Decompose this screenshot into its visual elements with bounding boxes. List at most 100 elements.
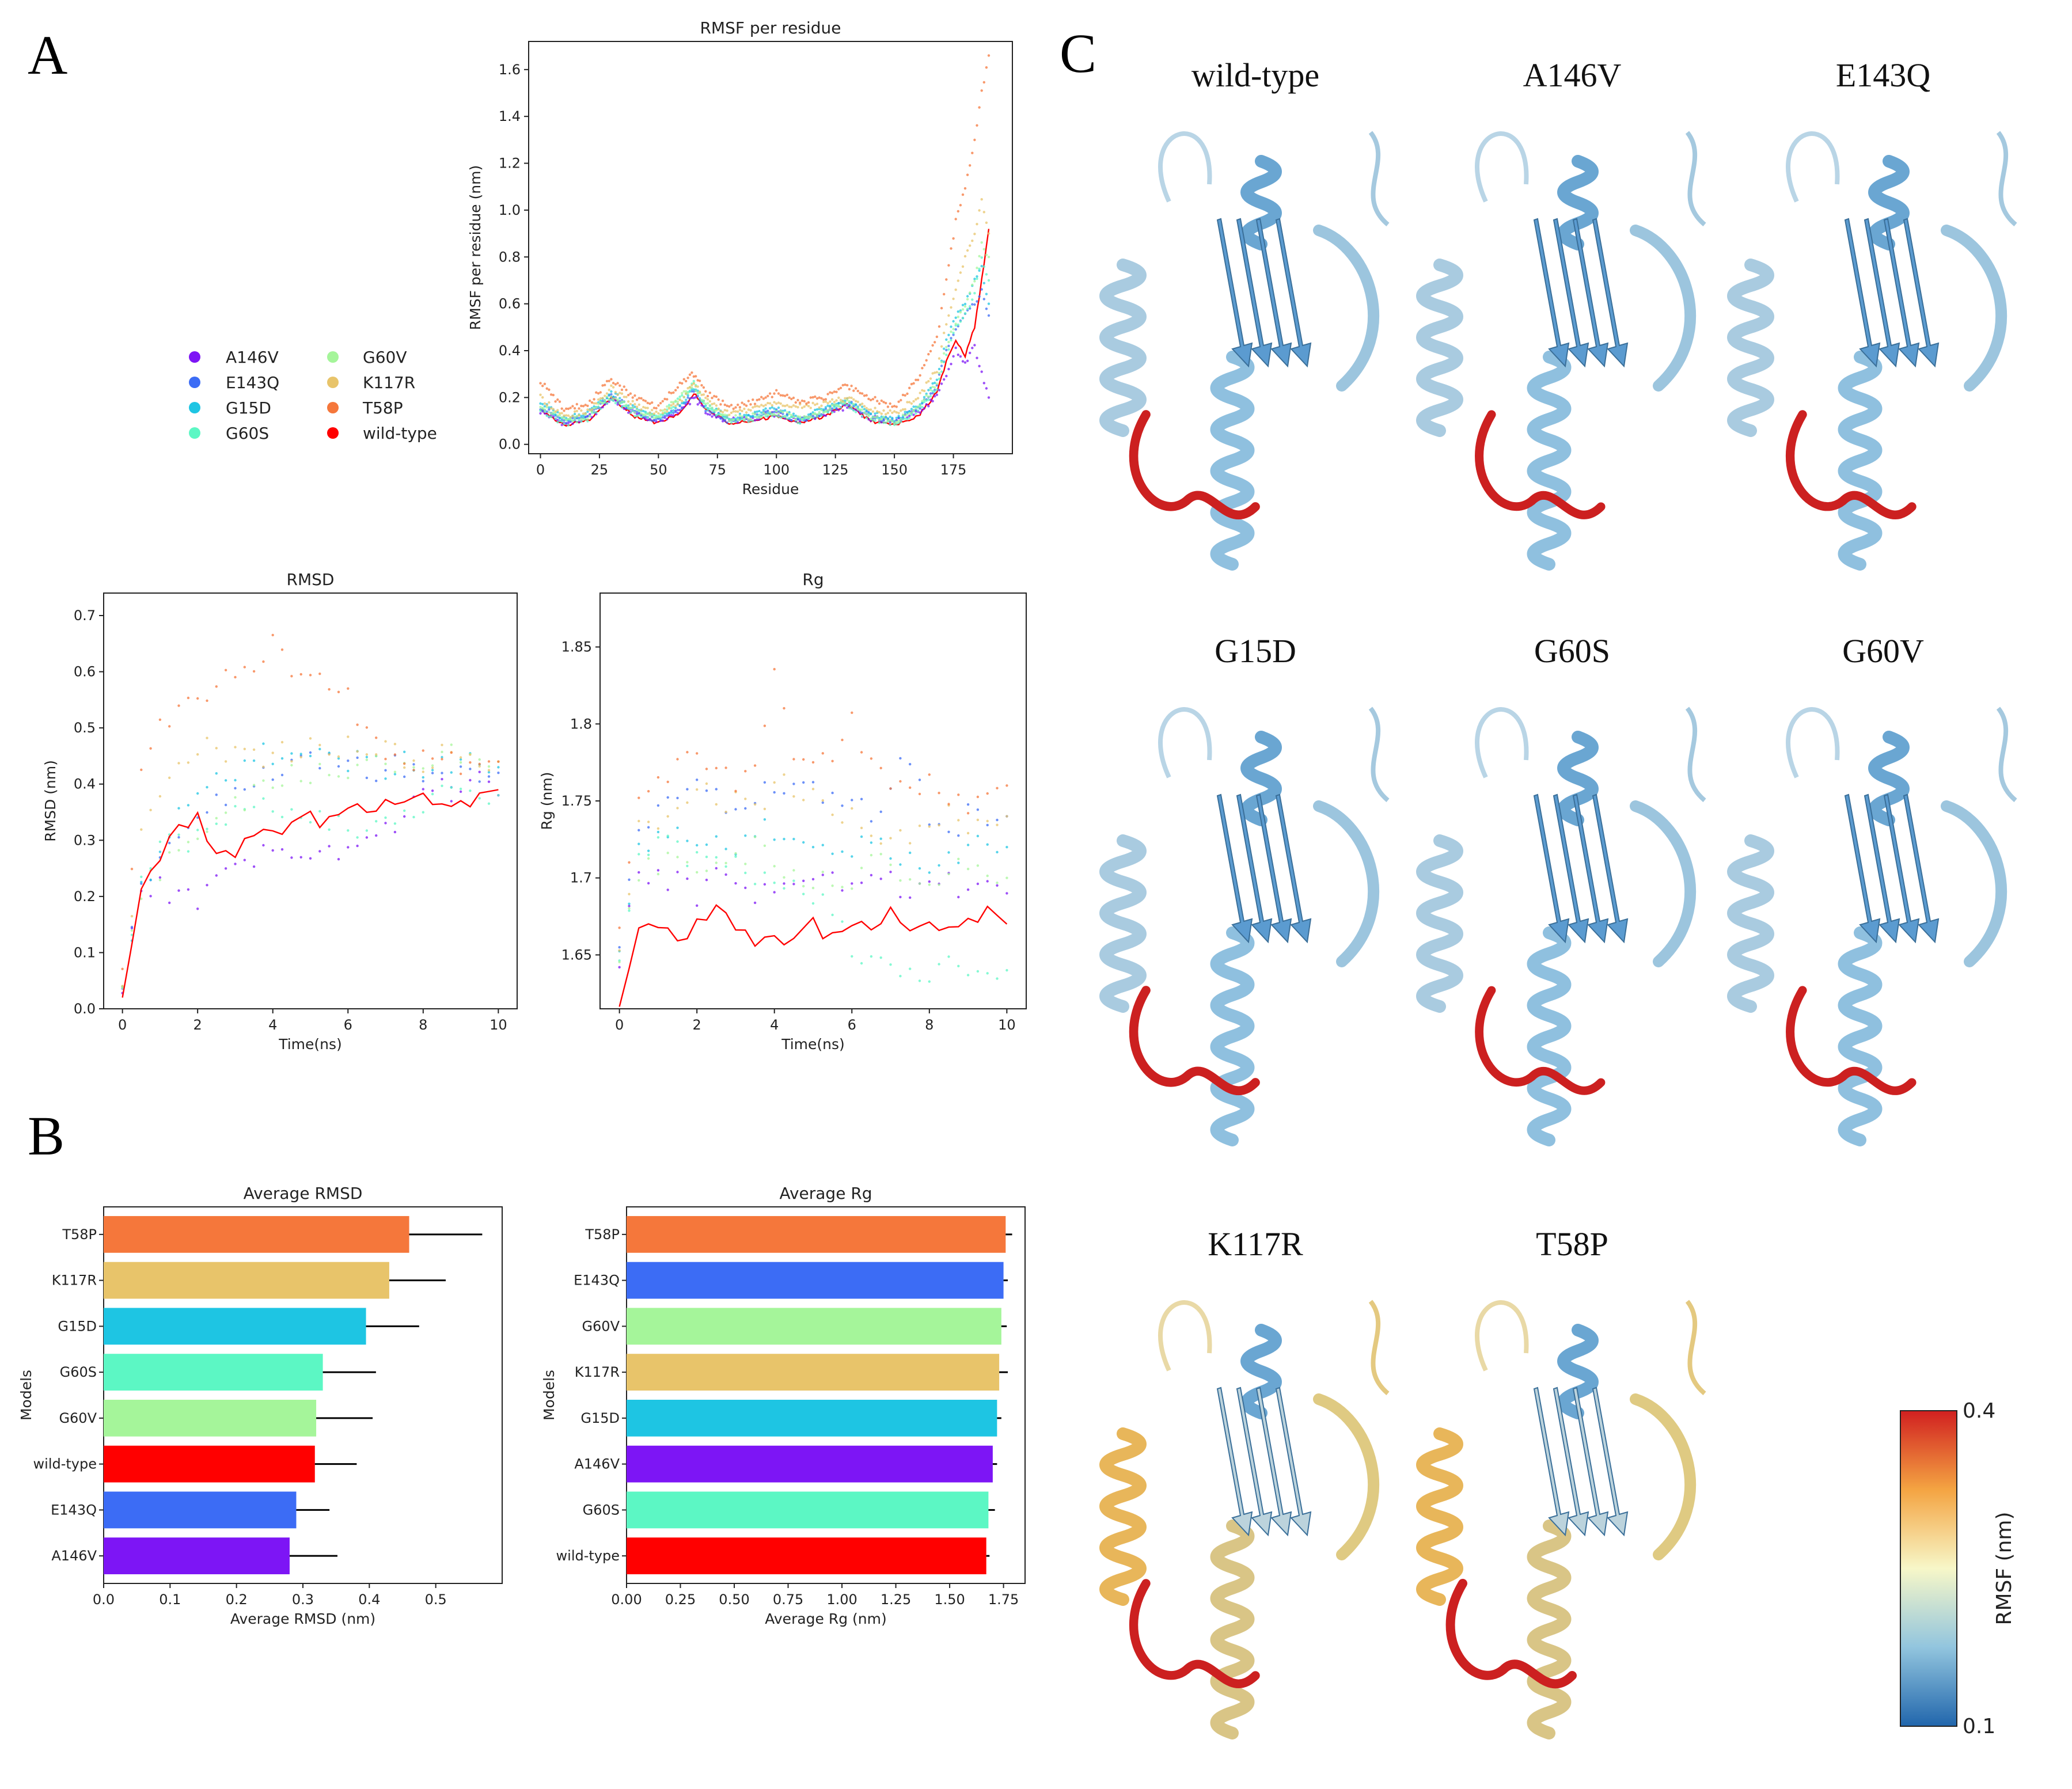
data-point-g60s (741, 417, 743, 420)
data-point-g60s (628, 909, 631, 912)
data-point-t58p (835, 390, 838, 393)
beta-strand (1592, 793, 1629, 944)
data-point-k117r (889, 837, 892, 840)
sheet-right (1630, 800, 1697, 967)
bar-g60s (104, 1354, 323, 1391)
beta-strand (1533, 218, 1570, 368)
data-point-a146v (971, 347, 974, 350)
data-point-g15d (783, 409, 787, 412)
data-point-g60s (676, 397, 680, 400)
data-point-g15d (773, 407, 776, 410)
data-point-a146v (686, 401, 689, 404)
data-point-t58p (702, 386, 705, 389)
colorbar-title: RMSF (nm) (1993, 1511, 2016, 1625)
data-point-t58p (752, 398, 754, 401)
data-point-g60v (582, 418, 585, 421)
data-point-t58p (763, 724, 766, 727)
data-point-g60s (852, 409, 855, 412)
loop-right (1685, 131, 1706, 227)
data-point-t58p (605, 379, 609, 383)
data-point-g15d (149, 878, 152, 882)
data-point-t58p (889, 787, 892, 790)
data-point-g60v (657, 416, 660, 419)
data-point-a146v (717, 415, 720, 419)
data-point-t58p (886, 405, 890, 408)
loop-right (1685, 707, 1706, 803)
data-point-g15d (809, 413, 813, 416)
data-point-k117r (252, 748, 256, 751)
data-point-e143q (756, 413, 758, 416)
data-point-t58p (925, 359, 928, 362)
data-point-k117r (657, 412, 660, 415)
data-point-g60v (696, 391, 699, 394)
data-point-t58p (867, 397, 870, 400)
data-point-k117r (597, 398, 600, 401)
data-point-k117r (859, 404, 862, 407)
data-point-g60s (706, 408, 709, 411)
data-point-a146v (831, 871, 834, 874)
data-point-t58p (820, 397, 823, 400)
data-point-g60s (961, 317, 965, 320)
data-point-g15d (957, 861, 960, 864)
data-point-k117r (168, 776, 171, 780)
legend-dot-wild-type (327, 427, 339, 439)
data-point-e143q (676, 408, 680, 412)
data-point-t58p (734, 789, 737, 793)
sheet-right (1941, 800, 2008, 967)
structure-label: G60V (1842, 632, 1924, 670)
data-point-t58p (824, 398, 828, 401)
data-point-g60v (856, 408, 860, 411)
data-point-g60s (309, 821, 312, 824)
data-point-g60v (916, 405, 920, 408)
data-point-a146v (860, 882, 863, 884)
data-point-a146v (851, 882, 853, 885)
data-point-g60v (549, 412, 553, 415)
series-wild-type (618, 904, 1008, 1007)
x-tick-label: 6 (848, 1017, 856, 1033)
data-point-t58p (916, 378, 920, 381)
data-point-g15d (224, 779, 227, 782)
data-point-t58p (833, 390, 836, 393)
data-point-e143q (882, 419, 885, 422)
data-point-g60s (848, 407, 851, 410)
data-point-t58p (365, 726, 369, 729)
data-point-g60v (815, 413, 819, 416)
data-point-e143q (618, 946, 621, 949)
data-point-g60v (560, 416, 563, 419)
legend-dot-t58p (327, 402, 339, 413)
data-point-g15d (982, 282, 986, 284)
data-point-g60v (910, 411, 913, 414)
data-point-a146v (243, 859, 246, 861)
data-point-g60s (629, 412, 632, 415)
data-point-e143q (860, 797, 863, 801)
data-point-g60s (850, 407, 853, 410)
data-point-g60s (560, 420, 563, 423)
data-point-a146v (552, 415, 555, 418)
data-point-k117r (753, 803, 757, 806)
legend-dot-g60v (327, 351, 339, 363)
data-point-g15d (856, 405, 860, 408)
data-point-k117r (215, 747, 218, 750)
data-point-g60v (666, 852, 669, 854)
data-point-k117r (704, 396, 707, 400)
data-point-g60v (909, 878, 912, 881)
flexible-loop (1129, 1579, 1260, 1688)
data-point-e143q (666, 796, 669, 799)
loop-right (1996, 131, 2017, 227)
data-point-a146v (700, 404, 703, 407)
x-tick-label: 125 (822, 462, 849, 478)
data-point-g60v (676, 400, 680, 403)
data-point-g60v (1005, 876, 1008, 879)
data-point-g60v (758, 416, 761, 419)
data-point-g60v (573, 416, 576, 419)
data-point-g60s (651, 416, 654, 419)
data-point-g60s (365, 829, 369, 832)
data-point-k117r (678, 398, 681, 401)
data-point-g15d (737, 416, 739, 419)
data-point-e143q (805, 419, 808, 422)
data-point-k117r (187, 761, 190, 764)
data-point-g60s (966, 307, 969, 310)
data-point-g60s (234, 805, 237, 808)
data-point-g15d (575, 416, 578, 420)
data-point-k117r (996, 823, 999, 826)
